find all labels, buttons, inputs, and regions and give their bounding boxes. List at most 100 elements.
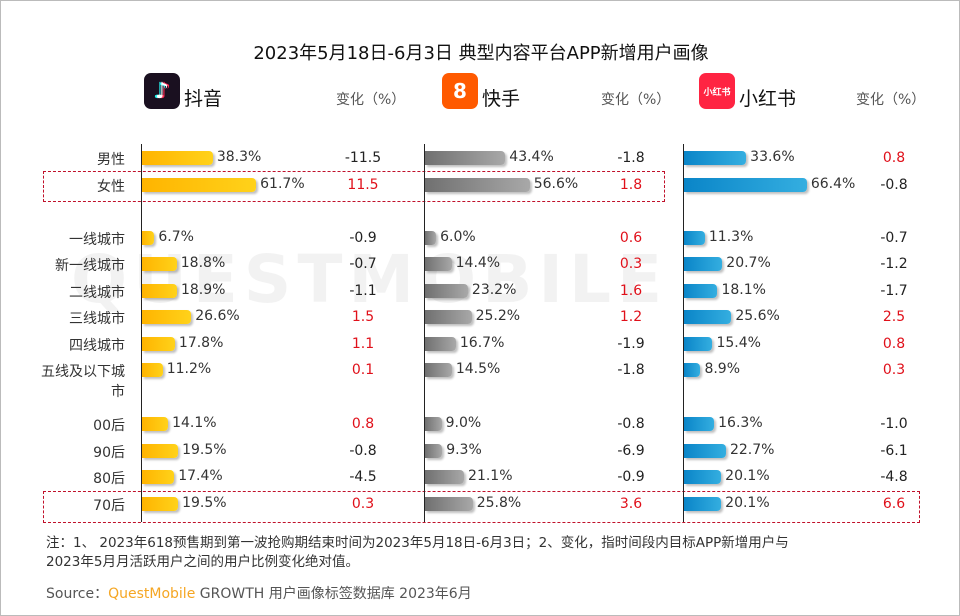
change-value: 1.1 [351, 336, 375, 352]
category-label: 80后 [93, 471, 125, 487]
data-label: 9.3% [446, 442, 482, 458]
data-label: 25.2% [475, 308, 521, 324]
bar [684, 284, 718, 298]
bar [684, 444, 726, 458]
data-label: 18.8% [180, 255, 226, 271]
bar [142, 337, 175, 351]
data-label: 15.4% [716, 335, 761, 351]
change-value: 1.8 [619, 177, 643, 193]
data-label: 17.4% [178, 468, 223, 484]
change-value: 0.3 [619, 256, 643, 272]
category-label: 二线城市 [69, 285, 125, 301]
data-label: 20.7% [726, 255, 771, 271]
data-label: 16.3% [718, 415, 763, 431]
change-value: -6.1 [880, 443, 908, 459]
data-label: 20.1% [725, 495, 770, 511]
change-value: 0.8 [351, 416, 375, 432]
change-value: -0.7 [880, 230, 908, 246]
bar [684, 257, 723, 271]
source-label: Source： [46, 586, 109, 602]
tiktok-logo-icon: ♪ [144, 73, 180, 109]
data-label: 17.8% [178, 335, 224, 351]
change-value: -1.2 [880, 256, 908, 272]
data-label: 22.7% [729, 442, 775, 458]
category-label: 一线城市 [69, 232, 125, 248]
data-label: 38.3% [216, 149, 262, 165]
highlight-box-70s [43, 491, 920, 523]
change-value: 0.3 [882, 362, 906, 378]
change-value: -1.8 [617, 150, 645, 166]
series-axis-0 [141, 144, 142, 522]
app-name-douyin: 抖音 [184, 88, 223, 110]
change-value: 1.5 [351, 309, 375, 325]
data-label: 11.3% [708, 229, 754, 245]
source-brand: QuestMobile [108, 586, 196, 602]
change-value: 1.6 [619, 283, 643, 299]
change-value: -1.7 [880, 283, 908, 299]
change-value: -1.1 [349, 283, 377, 299]
change-value: -1.9 [617, 336, 645, 352]
bar [684, 151, 747, 165]
data-label: 33.6% [750, 149, 795, 165]
bar [425, 470, 465, 484]
change-value: -1.0 [880, 416, 908, 432]
bar [425, 363, 452, 377]
data-label: 18.9% [180, 282, 226, 298]
data-label: 14.4% [455, 255, 501, 271]
data-label: 43.4% [509, 149, 554, 165]
data-label: 14.5% [455, 361, 501, 377]
bar [142, 178, 257, 192]
change-value: -4.8 [880, 469, 908, 485]
data-label: 19.5% [182, 495, 227, 511]
change-value: -4.5 [349, 469, 377, 485]
data-label: 9.0% [445, 415, 482, 431]
bar [142, 310, 192, 324]
change-value: 2.5 [882, 309, 906, 325]
category-label: 男性 [97, 152, 125, 168]
bar [142, 444, 179, 458]
data-label: 25.6% [735, 308, 780, 324]
data-label: 21.1% [468, 468, 513, 484]
change-value: -11.5 [344, 150, 382, 166]
change-value: 6.6 [882, 496, 906, 512]
data-label: 56.6% [533, 176, 579, 192]
change-value: 0.8 [882, 336, 906, 352]
bar [142, 417, 169, 431]
data-label: 14.1% [172, 415, 217, 431]
bar [142, 257, 177, 271]
watermark: QUESTMOBILE [71, 241, 669, 318]
series-axis-2 [683, 144, 684, 522]
bar [425, 310, 472, 324]
bar [425, 444, 443, 458]
bar [684, 231, 705, 245]
change-value: 0.6 [619, 230, 643, 246]
source-line: Source：QuestMobile GROWTH 用户画像标签数据库 2023… [46, 583, 472, 603]
change-value: 0.8 [882, 150, 906, 166]
change-value: -0.8 [349, 443, 377, 459]
bar [142, 284, 177, 298]
bar [684, 417, 715, 431]
change-header: 变化（%） [856, 92, 926, 108]
data-label: 61.7% [260, 176, 305, 192]
kuaishou-logo-icon: 8 [442, 73, 478, 109]
bar [684, 178, 807, 192]
bar [425, 497, 473, 511]
data-label: 25.8% [476, 495, 522, 511]
change-value: 0.1 [351, 362, 375, 378]
bar [425, 417, 442, 431]
app-name-xiaohongshu: 小红书 [739, 88, 797, 110]
bar [425, 257, 452, 271]
app-name-kuaishou: 快手 [482, 88, 521, 110]
bar [425, 151, 506, 165]
change-value: -6.9 [617, 443, 645, 459]
bar [425, 231, 437, 245]
change-value: 11.5 [347, 177, 379, 193]
change-value: 3.6 [619, 496, 643, 512]
data-label: 18.1% [721, 282, 766, 298]
bar [684, 363, 701, 377]
change-header: 变化（%） [336, 92, 406, 108]
change-value: 0.3 [351, 496, 375, 512]
change-value: -1.8 [617, 362, 645, 378]
change-value: 1.2 [619, 309, 643, 325]
